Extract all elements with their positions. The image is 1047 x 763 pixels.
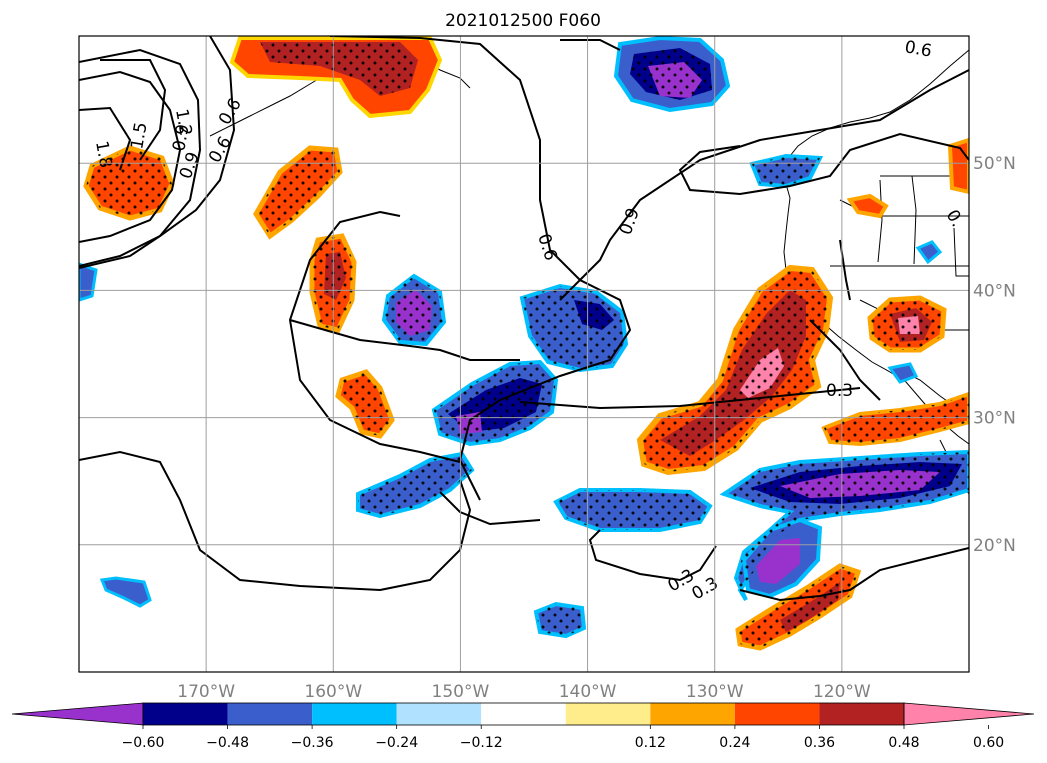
- colorbar-tick-label: 0.36: [804, 735, 835, 751]
- lon-tick-label: 130°W: [686, 682, 744, 702]
- colorbar-tick-label: −0.24: [375, 735, 418, 751]
- lon-tick-label: 160°W: [304, 682, 362, 702]
- colorbar-segment: [143, 703, 228, 725]
- contour-label: 0.6: [903, 37, 933, 61]
- colorbar-tick-label: 0.12: [635, 735, 666, 751]
- longitude-labels: 170°W 160°W 150°W 140°W 130°W 120°W: [177, 682, 871, 702]
- negative-anomaly-tiny-1: [915, 240, 943, 265]
- lat-tick-label: 30°N: [973, 409, 1016, 429]
- contour-label: 0.9: [169, 123, 193, 153]
- lat-tick-label: 50°N: [973, 154, 1016, 174]
- negative-anomaly-small-west: [79, 262, 98, 302]
- lon-tick-label: 140°W: [559, 682, 617, 702]
- colorbar-segment: [819, 703, 904, 725]
- colorbar-tick-label: −0.12: [460, 735, 503, 751]
- contour-label: 1.2: [171, 107, 195, 137]
- colorbar-extend-high: [903, 702, 1035, 726]
- colorbar-segment: [481, 703, 566, 725]
- colorbar-tick-label: −0.48: [206, 735, 249, 751]
- lat-tick-label: 20°N: [973, 536, 1016, 556]
- contour-label: 0.3: [826, 381, 853, 401]
- colorbar: −0.60 −0.48 −0.36 −0.24 −0.12 0.12 0.24 0.36 0.4…: [11, 702, 1035, 751]
- positive-anomaly-canada: [846, 193, 889, 219]
- lon-tick-label: 170°W: [177, 682, 235, 702]
- colorbar-frame: [142, 702, 905, 726]
- chart-title: 2021012500 F060: [445, 11, 601, 31]
- colorbar-segment: [565, 703, 651, 725]
- colorbar-segment: [396, 703, 482, 725]
- contour-label: 1.5: [127, 121, 151, 151]
- colorbar-tick-label: 0.48: [888, 735, 919, 751]
- colorbar-extend-low: [11, 702, 144, 726]
- colorbar-segment: [650, 703, 735, 725]
- lon-tick-label: 150°W: [432, 682, 490, 702]
- colorbar-segment: [734, 703, 820, 725]
- colorbar-tick-label: −0.36: [291, 735, 334, 751]
- map-frame: [78, 35, 970, 673]
- negative-anomaly-southwest-lobe-core: [756, 538, 800, 584]
- colorbar-tick-label: 0.60: [973, 735, 1004, 751]
- lat-tick-label: 40°N: [973, 281, 1016, 301]
- lon-tick-label: 120°W: [813, 682, 871, 702]
- colorbar-segment: [227, 703, 313, 725]
- map-panel: 0.3 0.6 0.9 1.2 1.5 1.8 0.6 0.9 0.6 0.9 …: [79, 36, 969, 672]
- contour-lines: [79, 36, 969, 602]
- gridlines: [79, 36, 969, 672]
- colorbar-tick-label: −0.60: [122, 735, 165, 751]
- latitude-labels: 50°N 40°N 30°N 20°N: [973, 154, 1016, 556]
- contour-label: 1.8: [91, 139, 115, 169]
- stippling: [86, 42, 969, 648]
- negative-anomaly-tiny-2: [887, 362, 919, 384]
- colorbar-segment: [312, 703, 397, 725]
- colorbar-tick-label: 0.24: [719, 735, 750, 751]
- negative-anomaly-small-sw: [99, 576, 152, 608]
